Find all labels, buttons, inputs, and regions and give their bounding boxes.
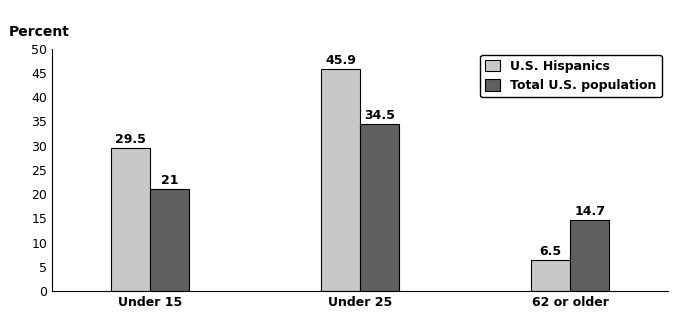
Bar — [111, 148, 150, 291]
Text: 34.5: 34.5 — [364, 109, 395, 122]
Text: 14.7: 14.7 — [574, 205, 605, 218]
Text: 45.9: 45.9 — [325, 54, 356, 67]
Text: 6.5: 6.5 — [540, 245, 561, 258]
Bar — [531, 260, 570, 291]
Text: 21: 21 — [161, 174, 178, 187]
Bar — [360, 124, 400, 291]
Bar — [321, 69, 360, 291]
Text: Percent: Percent — [9, 25, 70, 39]
Legend: U.S. Hispanics, Total U.S. population: U.S. Hispanics, Total U.S. population — [480, 55, 662, 97]
Bar — [570, 220, 609, 291]
Text: 29.5: 29.5 — [115, 133, 146, 146]
Bar — [150, 189, 189, 291]
